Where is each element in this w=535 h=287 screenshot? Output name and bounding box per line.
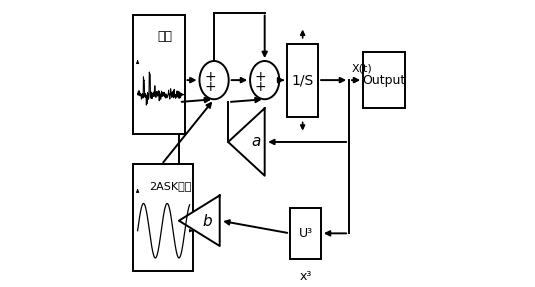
Bar xyxy=(133,15,185,133)
Polygon shape xyxy=(179,195,220,246)
Bar xyxy=(287,44,318,117)
Bar xyxy=(133,164,193,271)
Text: 2ASK信号: 2ASK信号 xyxy=(149,181,191,191)
Text: $b$: $b$ xyxy=(202,213,213,229)
Bar xyxy=(363,52,406,108)
Text: +: + xyxy=(255,80,266,94)
Text: +: + xyxy=(204,80,216,94)
Text: X(t): X(t) xyxy=(351,63,372,73)
Text: +: + xyxy=(255,70,266,84)
Text: +: + xyxy=(204,70,216,84)
Ellipse shape xyxy=(200,61,228,99)
Ellipse shape xyxy=(250,61,279,99)
Text: U³: U³ xyxy=(299,227,312,240)
Polygon shape xyxy=(228,108,265,176)
Text: x³: x³ xyxy=(299,270,312,283)
Text: Output: Output xyxy=(363,74,406,87)
Text: 1/S: 1/S xyxy=(292,73,314,87)
Text: 噪声: 噪声 xyxy=(157,30,172,43)
Bar xyxy=(290,208,321,259)
Text: $a$: $a$ xyxy=(251,135,262,150)
